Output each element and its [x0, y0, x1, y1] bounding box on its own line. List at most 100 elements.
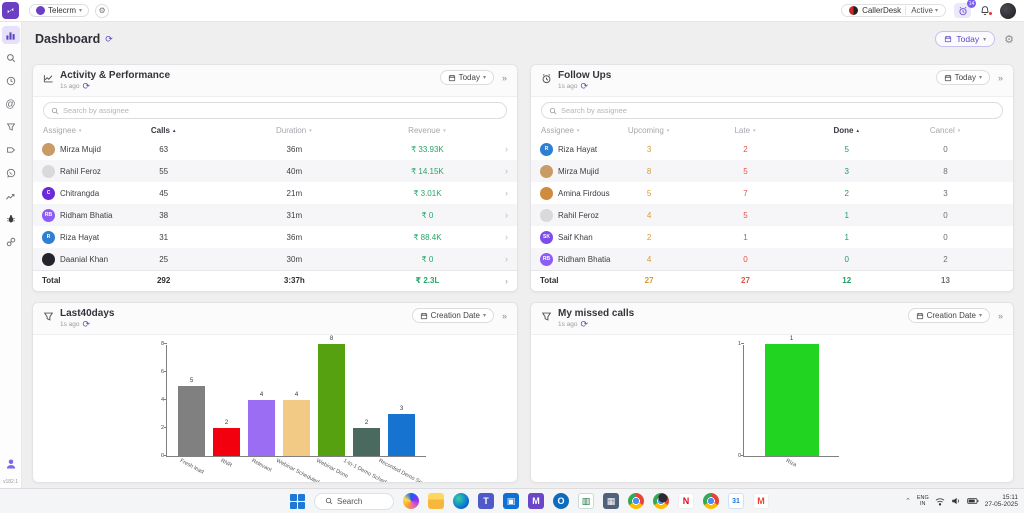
followups-table-row[interactable]: Amina Firdous5723: [531, 182, 1013, 204]
sidebar-item-whatsapp[interactable]: [2, 164, 20, 182]
sidebar-profile-button[interactable]: [2, 455, 20, 473]
language-indicator[interactable]: ENGIN: [917, 495, 929, 507]
bar-1-to-1-demo-schedul-[interactable]: [353, 428, 380, 456]
gmail-taskbar-icon[interactable]: M: [753, 493, 769, 509]
expand-panel-button[interactable]: »: [998, 311, 1003, 321]
column-header-cancel[interactable]: Cancel▼: [907, 126, 984, 135]
followups-range-button[interactable]: Today▾: [936, 70, 990, 85]
netflix-taskbar-icon[interactable]: N: [678, 493, 694, 509]
column-header-upcoming[interactable]: Upcoming▼: [594, 126, 705, 135]
start-button[interactable]: [290, 494, 305, 509]
notifications-button[interactable]: [979, 4, 992, 17]
y-axis-tick-label: 2: [152, 425, 164, 431]
bar-webinar-done[interactable]: [318, 344, 345, 456]
edge-taskbar-icon[interactable]: [453, 493, 469, 509]
sidebar-item-history[interactable]: [2, 72, 20, 90]
sidebar-item-reports[interactable]: [2, 187, 20, 205]
telecrm-logo[interactable]: [2, 2, 19, 19]
bar-webinar-scheduled[interactable]: [283, 400, 310, 456]
activity-table-row[interactable]: Rahil Feroz5540m₹ 14.15K›: [33, 160, 517, 182]
chrome-profile-taskbar-icon[interactable]: [653, 493, 669, 509]
file-explorer-taskbar-icon[interactable]: [428, 493, 444, 509]
outlook-taskbar-icon[interactable]: O: [553, 493, 569, 509]
chrome-taskbar-icon[interactable]: [628, 493, 644, 509]
panel-refresh-icon[interactable]: ⟳: [83, 319, 91, 330]
followups-table-row[interactable]: RBRidham Bhatia4002: [531, 248, 1013, 270]
battery-icon[interactable]: [967, 497, 979, 505]
search-icon: [549, 107, 557, 115]
missed-range-button[interactable]: Creation Date▾: [908, 308, 990, 323]
followups-table-row[interactable]: Mirza Mujid8538: [531, 160, 1013, 182]
row-chevron-icon[interactable]: ›: [473, 232, 517, 242]
sidebar-item-funnel[interactable]: [2, 118, 20, 136]
volume-icon[interactable]: [951, 496, 961, 506]
sidebar-item-dashboard[interactable]: [2, 26, 20, 44]
bar-riza[interactable]: [765, 344, 819, 456]
sidebar-item-search[interactable]: [2, 49, 20, 67]
column-header-assignee[interactable]: Assignee▼: [33, 126, 120, 135]
refresh-icon[interactable]: ⟳: [105, 34, 113, 45]
activity-search-input[interactable]: [63, 106, 499, 115]
calendar-icon: [420, 312, 428, 320]
calculator-taskbar-icon[interactable]: ▦: [603, 493, 619, 509]
followups-table-row[interactable]: RRiza Hayat3250: [531, 138, 1013, 160]
reminders-button[interactable]: 14: [954, 3, 971, 18]
row-chevron-icon[interactable]: ›: [473, 166, 517, 176]
taskbar-search[interactable]: Search: [314, 493, 394, 510]
activity-table-row[interactable]: RBRidham Bhatia3831m₹ 0›: [33, 204, 517, 226]
followups-search-input[interactable]: [561, 106, 995, 115]
copilot-taskbar-icon[interactable]: [403, 493, 419, 509]
followups-table-row[interactable]: Rahil Feroz4510: [531, 204, 1013, 226]
chrome-2-taskbar-icon[interactable]: [703, 493, 719, 509]
row-chevron-icon[interactable]: ›: [473, 254, 517, 264]
m365-app-taskbar-icon[interactable]: M: [528, 493, 544, 509]
bar-fresh-lead[interactable]: [178, 386, 205, 456]
sidebar-item-bug[interactable]: [2, 210, 20, 228]
sidebar-item-mentions[interactable]: @: [2, 95, 20, 113]
sidebar-item-tags[interactable]: [2, 141, 20, 159]
expand-panel-button[interactable]: »: [502, 73, 507, 83]
ms-store-taskbar-icon[interactable]: ▣: [503, 493, 519, 509]
column-header-late[interactable]: Late▼: [705, 126, 787, 135]
column-header-calls[interactable]: Calls▲: [120, 126, 207, 135]
row-chevron-icon[interactable]: ›: [473, 276, 517, 286]
page-date-range-button[interactable]: Today ▾: [935, 31, 995, 47]
activity-table-row[interactable]: Daanial Khan2530m₹ 0›: [33, 248, 517, 270]
excel-taskbar-icon[interactable]: ▥: [578, 493, 594, 509]
sort-caret-icon: ▼: [957, 128, 961, 133]
sort-caret-icon: ▼: [752, 128, 756, 133]
row-chevron-icon[interactable]: ›: [473, 144, 517, 154]
dashboard-settings-button[interactable]: ⚙: [1004, 33, 1014, 46]
workspace-selector[interactable]: Telecrm ▾: [29, 4, 89, 17]
expand-panel-button[interactable]: »: [998, 73, 1003, 83]
activity-table-row[interactable]: RRiza Hayat3136m₹ 88.4K›: [33, 226, 517, 248]
bar-relevant[interactable]: [248, 400, 275, 456]
teams-taskbar-icon[interactable]: T: [478, 493, 494, 509]
column-header-assignee[interactable]: Assignee▼: [531, 126, 594, 135]
followups-table-row[interactable]: SKSaif Khan2110: [531, 226, 1013, 248]
row-chevron-icon[interactable]: ›: [473, 188, 517, 198]
panel-refresh-icon[interactable]: ⟳: [83, 81, 91, 92]
user-avatar[interactable]: [1000, 3, 1016, 19]
column-header-revenue[interactable]: Revenue▼: [381, 126, 473, 135]
tray-expand-icon[interactable]: ⌃: [905, 497, 911, 505]
panel-refresh-icon[interactable]: ⟳: [581, 81, 589, 92]
sidebar-item-integrations[interactable]: [2, 233, 20, 251]
column-header-duration[interactable]: Duration▼: [207, 126, 381, 135]
clock[interactable]: 15:1127-05-2025: [985, 494, 1018, 509]
google-calendar-taskbar-icon[interactable]: 31: [728, 493, 744, 509]
expand-panel-button[interactable]: »: [502, 311, 507, 321]
assignee-cell: Daanial Khan: [33, 253, 120, 266]
workspace-settings-button[interactable]: ⚙: [95, 4, 109, 18]
panel-refresh-icon[interactable]: ⟳: [581, 319, 589, 330]
callerdesk-status[interactable]: CallerDesk Active▾: [841, 4, 946, 17]
bar-recorded-demo-sen-[interactable]: [388, 414, 415, 456]
wifi-icon[interactable]: [935, 497, 945, 506]
column-header-done[interactable]: Done▲: [786, 126, 907, 135]
bar-rnr[interactable]: [213, 428, 240, 456]
row-chevron-icon[interactable]: ›: [473, 210, 517, 220]
last40days-range-button[interactable]: Creation Date▾: [412, 308, 494, 323]
activity-range-button[interactable]: Today▾: [440, 70, 494, 85]
activity-table-row[interactable]: CChitrangda4521m₹ 3.01K›: [33, 182, 517, 204]
activity-table-row[interactable]: Mirza Mujid6336m₹ 33.93K›: [33, 138, 517, 160]
